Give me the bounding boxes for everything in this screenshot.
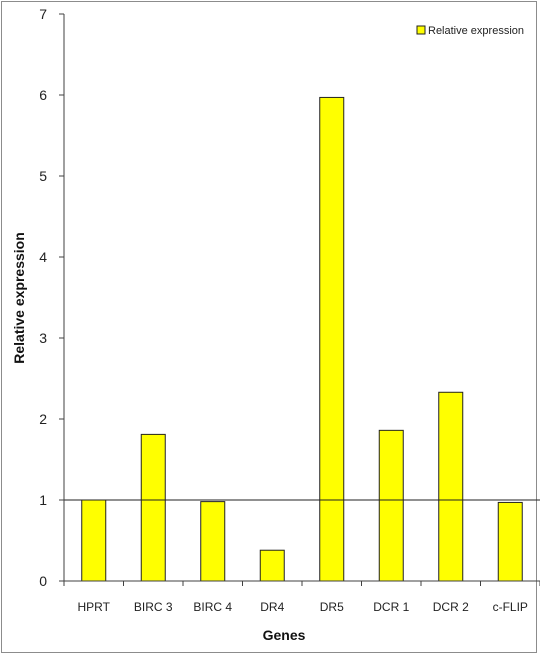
- x-tick-label: BIRC 4: [193, 600, 232, 614]
- bar: [378, 429, 404, 582]
- bar: [200, 501, 226, 582]
- y-tick-label: 5: [39, 168, 47, 184]
- x-tick-label: HPRT: [78, 600, 111, 614]
- bar-series: [81, 96, 523, 582]
- y-axis-title: Relative expression: [11, 232, 27, 364]
- bar: [81, 499, 107, 582]
- y-tick-label: 4: [39, 249, 47, 265]
- x-tick-label: c-FLIP: [493, 600, 528, 614]
- legend: Relative expression: [416, 25, 524, 37]
- y-tick-label: 6: [39, 87, 47, 103]
- bar: [438, 391, 464, 582]
- x-tick-label: BIRC 3: [134, 600, 173, 614]
- y-axis-ticks: 0 1 2 3 4 5 6 7: [39, 6, 64, 589]
- y-tick-label: 2: [39, 411, 47, 427]
- x-axis-ticks: HPRT BIRC 3 BIRC 4 DR4 DR5 DCR 1 DCR 2 c-FLIP: [63, 581, 540, 614]
- bar: [140, 433, 166, 582]
- bar: [319, 96, 345, 582]
- x-tick-label: DR4: [260, 600, 284, 614]
- legend-swatch: [416, 25, 426, 35]
- x-axis-title: Genes: [263, 627, 306, 643]
- x-tick-label: DCR 2: [433, 600, 469, 614]
- bar: [497, 501, 523, 582]
- y-tick-label: 3: [39, 330, 47, 346]
- x-tick-label: DR5: [320, 600, 344, 614]
- legend-label: Relative expression: [428, 25, 524, 37]
- y-tick-label: 0: [39, 573, 47, 589]
- x-tick-label: DCR 1: [373, 600, 409, 614]
- bar: [259, 549, 285, 582]
- y-tick-label: 7: [39, 6, 47, 22]
- y-tick-label: 1: [39, 492, 47, 508]
